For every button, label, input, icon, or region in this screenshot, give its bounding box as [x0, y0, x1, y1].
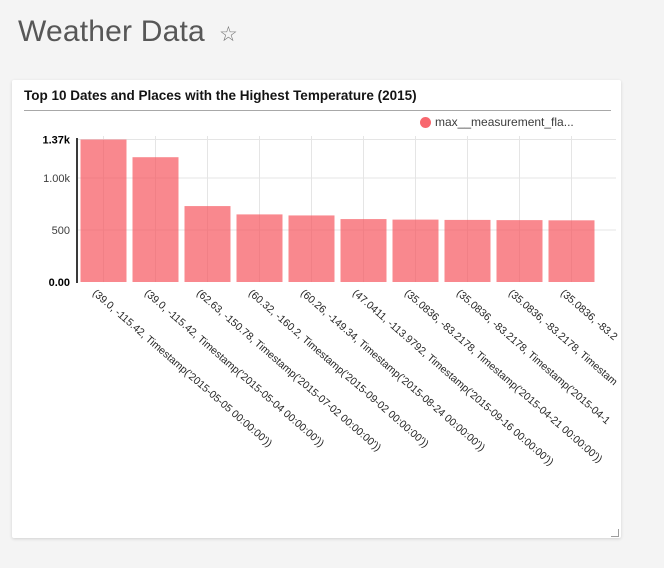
- bar[interactable]: [236, 214, 283, 282]
- y-axis-label: 1.37k: [42, 135, 70, 147]
- bar[interactable]: [132, 157, 179, 282]
- legend-label: max__measurement_fla...: [435, 115, 574, 129]
- favorite-star-icon[interactable]: ☆: [218, 22, 238, 46]
- bar[interactable]: [496, 220, 543, 282]
- x-axis-label: (35.0836, -83.2178, Timestamp('2015-04-2…: [402, 287, 605, 465]
- bar[interactable]: [80, 139, 127, 282]
- bar[interactable]: [340, 219, 387, 282]
- bar-chart-canvas: 0.00 500 1.00k 1.37k (39.0, -115.42, Timesta…: [42, 135, 620, 469]
- x-axis-label: (39.0, -115.42, Timestamp('2015-05-04 00…: [142, 287, 326, 449]
- bar[interactable]: [392, 219, 439, 282]
- x-axis-label: (47.0411, -113.9792, Timestamp('2015-09-…: [350, 287, 556, 468]
- bar[interactable]: [288, 215, 335, 282]
- title-divider: [24, 110, 611, 111]
- x-axis-label: (60.26, -149.34, Timestamp('2015-08-24 0…: [298, 287, 487, 454]
- x-axis-label: (39.0, -115.42, Timestamp('2015-05-05 00…: [90, 287, 274, 449]
- x-axis-label: (62.63, -150.78, Timestamp('2015-07-02 0…: [194, 287, 383, 454]
- page-title: Weather Data: [18, 15, 205, 48]
- resize-handle-icon[interactable]: [611, 529, 619, 537]
- x-axis-label: (35.0836, -83.2178, Timestam: [506, 287, 620, 388]
- y-axis-label: 0.00: [49, 277, 70, 289]
- page-header: Weather Data ☆: [18, 8, 238, 56]
- chart-title: Top 10 Dates and Places with the Highest…: [24, 88, 417, 103]
- x-axis-label: (60.32, -160.2, Timestamp('2015-09-02 00…: [246, 287, 431, 450]
- legend-swatch-icon: [420, 116, 431, 128]
- y-axis-label: 1.00k: [43, 173, 70, 185]
- bar[interactable]: [184, 206, 231, 282]
- legend-item[interactable]: max__measurement_fla...: [420, 115, 574, 129]
- chart-card: Top 10 Dates and Places with the Highest…: [12, 80, 621, 538]
- bar[interactable]: [548, 220, 595, 282]
- bar[interactable]: [444, 219, 491, 282]
- y-axis-label: 500: [52, 225, 70, 237]
